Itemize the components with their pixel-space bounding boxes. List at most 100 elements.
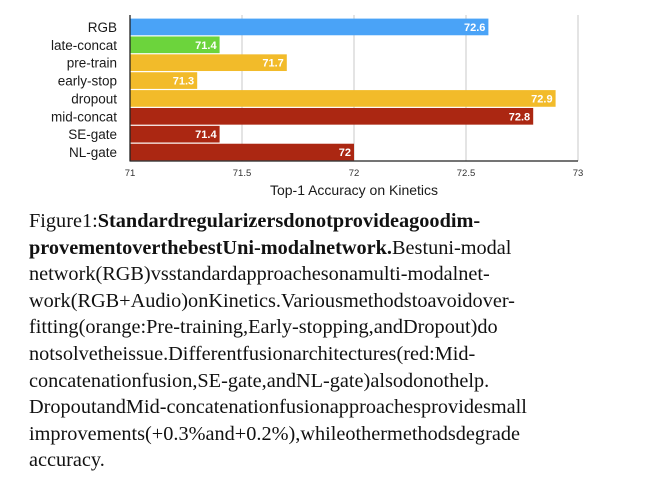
caption-line: accuracy. xyxy=(29,447,585,474)
tick-labels: 71 71.5 72 72.5 73 xyxy=(125,168,584,179)
caption-word: Various xyxy=(281,289,343,312)
caption-word: small xyxy=(482,396,527,419)
caption-word: 1: xyxy=(81,210,98,232)
caption-word: fusion, xyxy=(141,369,198,392)
caption-word: Best xyxy=(392,236,429,259)
caption-word: concatenation xyxy=(29,369,142,392)
caption-word: +0.2%), xyxy=(234,422,301,445)
caption-word: a xyxy=(348,263,358,286)
caption-word: uni-modal xyxy=(428,236,512,259)
caption-word: methods xyxy=(387,422,456,445)
caption-word: best xyxy=(187,236,223,259)
value-label: 71.4 xyxy=(195,40,217,52)
category-label: RGB xyxy=(88,20,117,35)
caption-word: multi-modal xyxy=(357,263,459,286)
caption-line: fitting(orange:Pre-training,Early-stoppi… xyxy=(29,314,585,341)
bar-NL-gate xyxy=(130,143,354,161)
value-label: 71.7 xyxy=(262,58,283,70)
caption-word: architectures xyxy=(292,342,397,365)
caption-word: and xyxy=(205,422,235,445)
caption-word: SE-gate, xyxy=(197,369,267,392)
caption-line: provementoverthebestUni-modalnetwork.Bes… xyxy=(29,235,585,262)
bar-mid-concat xyxy=(130,107,534,125)
caption-word: provide xyxy=(332,210,399,232)
caption-word: and xyxy=(266,369,296,392)
caption-word: approaches xyxy=(237,263,329,286)
caption-word: issue. xyxy=(122,342,169,365)
value-label: 71.4 xyxy=(195,129,217,141)
caption-word: Pre-training, xyxy=(146,316,249,339)
figure-caption: Figure1:Standardregularizersdonotprovide… xyxy=(29,208,585,474)
bar-SE-gate xyxy=(130,125,220,143)
bar-early-stop xyxy=(130,72,198,89)
x-tick-label: 72.5 xyxy=(457,168,476,179)
category-label: SE-gate xyxy=(68,127,117,142)
caption-word: Dropout) xyxy=(403,316,478,339)
caption-line: Figure1:Standardregularizersdonotprovide… xyxy=(29,208,585,235)
caption-word: and xyxy=(96,396,126,419)
caption-word: on xyxy=(188,289,209,312)
category-label: dropout xyxy=(71,91,117,106)
value-label: 71.3 xyxy=(173,76,194,88)
caption-line: concatenationfusion,SE-gate,andNL-gate)a… xyxy=(29,368,585,395)
caption-word: help. xyxy=(449,369,490,392)
caption-word: vs xyxy=(150,263,169,286)
x-tick-label: 71 xyxy=(125,168,136,179)
caption-word: the xyxy=(97,342,123,365)
caption-word: solve xyxy=(54,342,98,365)
caption-word: Kinetics. xyxy=(208,289,281,312)
caption-word: NL-gate) xyxy=(295,369,371,392)
caption-word: Figure xyxy=(29,210,82,232)
caption-word: and xyxy=(373,316,404,339)
caption-word: over- xyxy=(472,289,515,312)
caption-word: fitting xyxy=(29,316,79,339)
value-label: 72.6 xyxy=(464,22,485,34)
caption-word: regularizers xyxy=(178,210,284,232)
caption-word: fusion xyxy=(279,396,330,419)
caption-word: work xyxy=(29,289,71,312)
caption-word: provide xyxy=(421,396,483,419)
bar-pre-train xyxy=(130,54,287,72)
caption-word: standard xyxy=(168,263,238,286)
caption-word: methods xyxy=(342,289,412,312)
caption-word: not xyxy=(304,210,333,232)
caption-word: to xyxy=(411,289,428,312)
x-tick-label: 71.5 xyxy=(233,168,252,179)
category-label: early-stop xyxy=(58,74,117,89)
caption-word: do xyxy=(477,316,498,339)
bar-dropout xyxy=(130,90,556,107)
caption-line: work(RGB+Audio)onKinetics.Variousmethods… xyxy=(29,288,585,315)
bar-chart: 72.6 71.4 71.7 71.3 72.972.8 71.4 72 RGB late-c… xyxy=(51,15,584,198)
caption-word: provement xyxy=(29,236,123,259)
caption-word: Mid-concatenation xyxy=(125,396,280,419)
category-label: late-concat xyxy=(51,38,117,53)
bar-RGB xyxy=(130,18,489,36)
caption-word: do xyxy=(402,369,424,392)
caption-word: not xyxy=(29,342,55,365)
value-label: 72.9 xyxy=(531,93,552,105)
bar-late-concat xyxy=(130,36,220,54)
caption-word: also xyxy=(370,369,403,392)
bars: 72.6 71.4 71.7 71.3 72.972.8 71.4 72 xyxy=(130,18,556,161)
caption-word: good xyxy=(409,210,451,232)
caption-word: a xyxy=(399,210,410,232)
gridlines xyxy=(241,15,579,161)
caption-word: on xyxy=(328,263,349,286)
caption-word: Uni-modal xyxy=(222,236,315,259)
caption-line: improvements(+0.3%and+0.2%),whileotherme… xyxy=(29,421,585,448)
value-label: 72 xyxy=(339,147,351,159)
caption-word: Early-stopping, xyxy=(248,316,374,339)
caption-word: degrade xyxy=(455,422,520,445)
caption-word: Different xyxy=(168,342,243,365)
caption-word: Standard xyxy=(97,210,179,232)
caption-word: network xyxy=(29,263,96,286)
category-label: NL-gate xyxy=(69,145,117,160)
x-tick-label: 72 xyxy=(349,168,360,179)
caption-word: network. xyxy=(314,236,393,259)
caption-word: net- xyxy=(458,263,490,286)
caption-word: (orange: xyxy=(78,316,147,339)
caption-word: (+0.3% xyxy=(145,422,206,445)
caption-word: avoid xyxy=(427,289,473,312)
caption-word: (RGB+Audio) xyxy=(70,289,189,312)
caption-word: the xyxy=(160,236,188,259)
